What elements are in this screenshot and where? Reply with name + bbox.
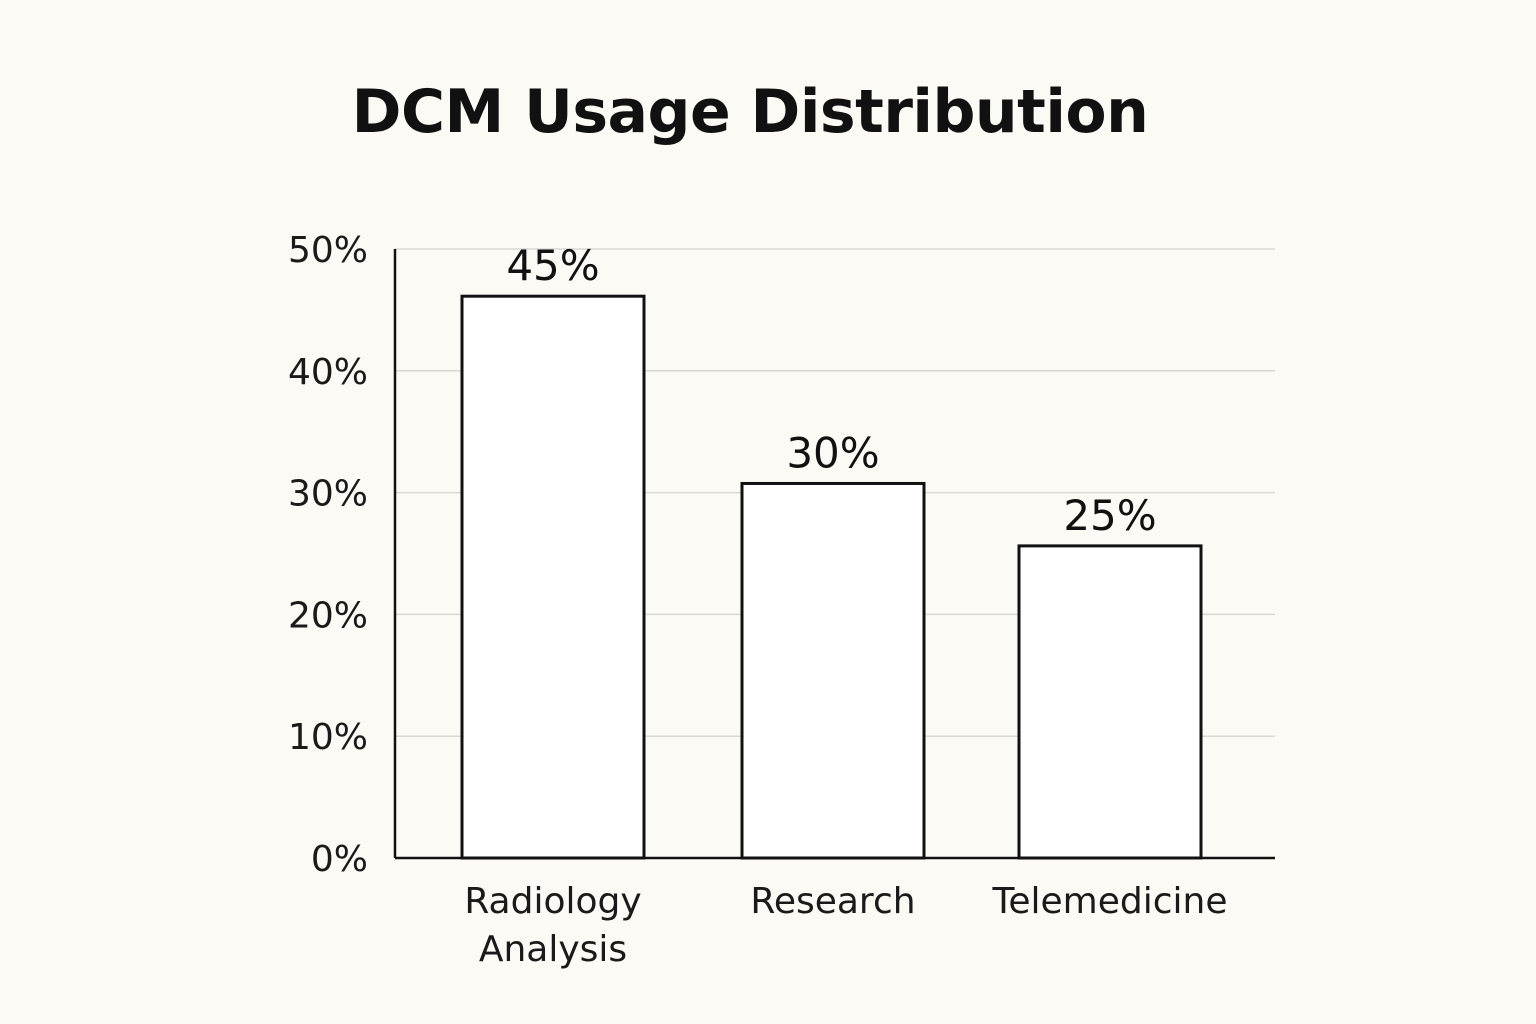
bars bbox=[460, 294, 1203, 860]
data-label: 45% bbox=[506, 241, 599, 290]
data-label: 25% bbox=[1063, 491, 1156, 540]
bar bbox=[1017, 544, 1203, 860]
y-tick-label: 0% bbox=[311, 839, 368, 880]
y-tick-label: 40% bbox=[288, 352, 368, 393]
chart-title: DCM Usage Distribution bbox=[351, 77, 1149, 147]
data-label: 30% bbox=[786, 428, 879, 477]
y-tick-label: 20% bbox=[288, 595, 368, 636]
bar bbox=[460, 294, 646, 860]
axes bbox=[393, 249, 1275, 860]
y-tick-label: 50% bbox=[288, 230, 368, 271]
y-tick-label: 10% bbox=[288, 717, 368, 758]
x-category-label: Radiology bbox=[464, 881, 641, 922]
bar bbox=[740, 481, 926, 860]
labels: 0% 10% 20% 30% 40% 50% 45% Radiology Analysis 30%… bbox=[288, 230, 1228, 970]
y-tick-label: 30% bbox=[288, 474, 368, 515]
x-category-label: Analysis bbox=[479, 929, 627, 970]
x-category-label: Research bbox=[750, 881, 915, 922]
x-category-label: Telemedicine bbox=[991, 881, 1227, 922]
